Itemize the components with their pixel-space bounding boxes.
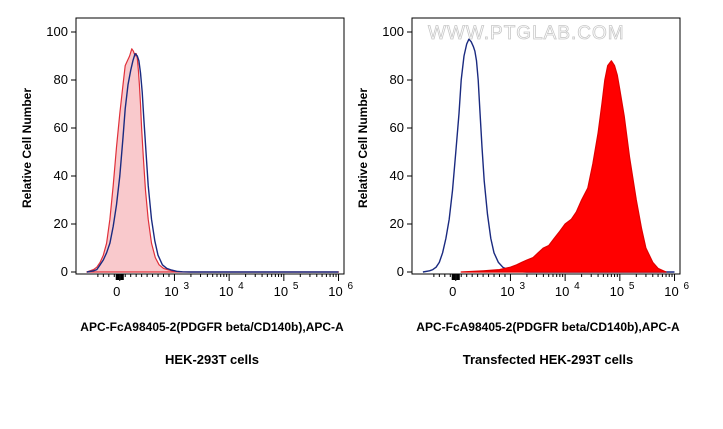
x-tick-label: 10 [328, 284, 342, 299]
x-tick-label: 10 [219, 284, 233, 299]
x-tick-exponent: 4 [238, 281, 244, 292]
y-tick-label: 40 [54, 168, 68, 183]
x-tick-exponent: 4 [574, 281, 580, 292]
y-tick-label: 60 [390, 120, 404, 135]
y-tick-label: 100 [382, 24, 404, 39]
histogram-panel-left: 0 20 40 60 80 100 0 10 3 10 4 10 5 10 6 Relative Cell … [20, 17, 354, 367]
plot-area: 0 20 40 60 80 100 0 10 3 10 4 10 5 10 6 [382, 17, 690, 299]
x-tick-label: 0 [449, 284, 456, 299]
y-tick-label: 100 [46, 24, 68, 39]
x-tick-label: 10 [555, 284, 569, 299]
plot-frame [411, 17, 681, 275]
y-tick-label: 60 [54, 120, 68, 135]
x-tick-exponent: 5 [293, 281, 299, 292]
histogram-filled-series-0 [86, 48, 340, 273]
x-tick-label: 10 [610, 284, 624, 299]
y-tick-label: 0 [61, 264, 68, 279]
y-axis-label: Relative Cell Number [20, 88, 34, 208]
x-tick-label: 0 [113, 284, 120, 299]
x-tick-exponent: 3 [519, 281, 525, 292]
watermark-text: WWW.PTGLAB.COM [428, 23, 625, 44]
panel-subtitle: Transfected HEK-293T cells [463, 352, 634, 367]
histogram-panel-right: 0 20 40 60 80 100 0 10 3 10 4 10 5 10 6 Relative Cell … [356, 17, 690, 367]
y-axis-label: Relative Cell Number [356, 88, 370, 208]
y-tick-label: 80 [390, 72, 404, 87]
x-tick-label: 10 [164, 284, 178, 299]
y-tick-label: 80 [54, 72, 68, 87]
histogram-outline-series-1 [86, 52, 339, 273]
y-tick-label: 20 [54, 216, 68, 231]
panel-subtitle: HEK-293T cells [165, 352, 259, 367]
y-tick-label: 0 [397, 264, 404, 279]
x-tick-exponent: 3 [183, 281, 189, 292]
x-tick-exponent: 6 [348, 281, 354, 292]
y-tick-label: 40 [390, 168, 404, 183]
x-tick-label: 10 [500, 284, 514, 299]
histogram-filled-series-1 [460, 60, 667, 273]
x-axis-label: APC-FcA98405-2(PDGFR beta/CD140b),APC-A [416, 320, 680, 334]
y-tick-label: 20 [390, 216, 404, 231]
x-tick-label: 10 [274, 284, 288, 299]
plot-area: 0 20 40 60 80 100 0 10 3 10 4 10 5 10 6 [46, 17, 354, 299]
x-axis-label: APC-FcA98405-2(PDGFR beta/CD140b),APC-A [80, 320, 344, 334]
x-tick-label: 10 [664, 284, 678, 299]
x-tick-exponent: 6 [684, 281, 690, 292]
plot-frame [75, 17, 345, 275]
x-tick-exponent: 5 [629, 281, 635, 292]
